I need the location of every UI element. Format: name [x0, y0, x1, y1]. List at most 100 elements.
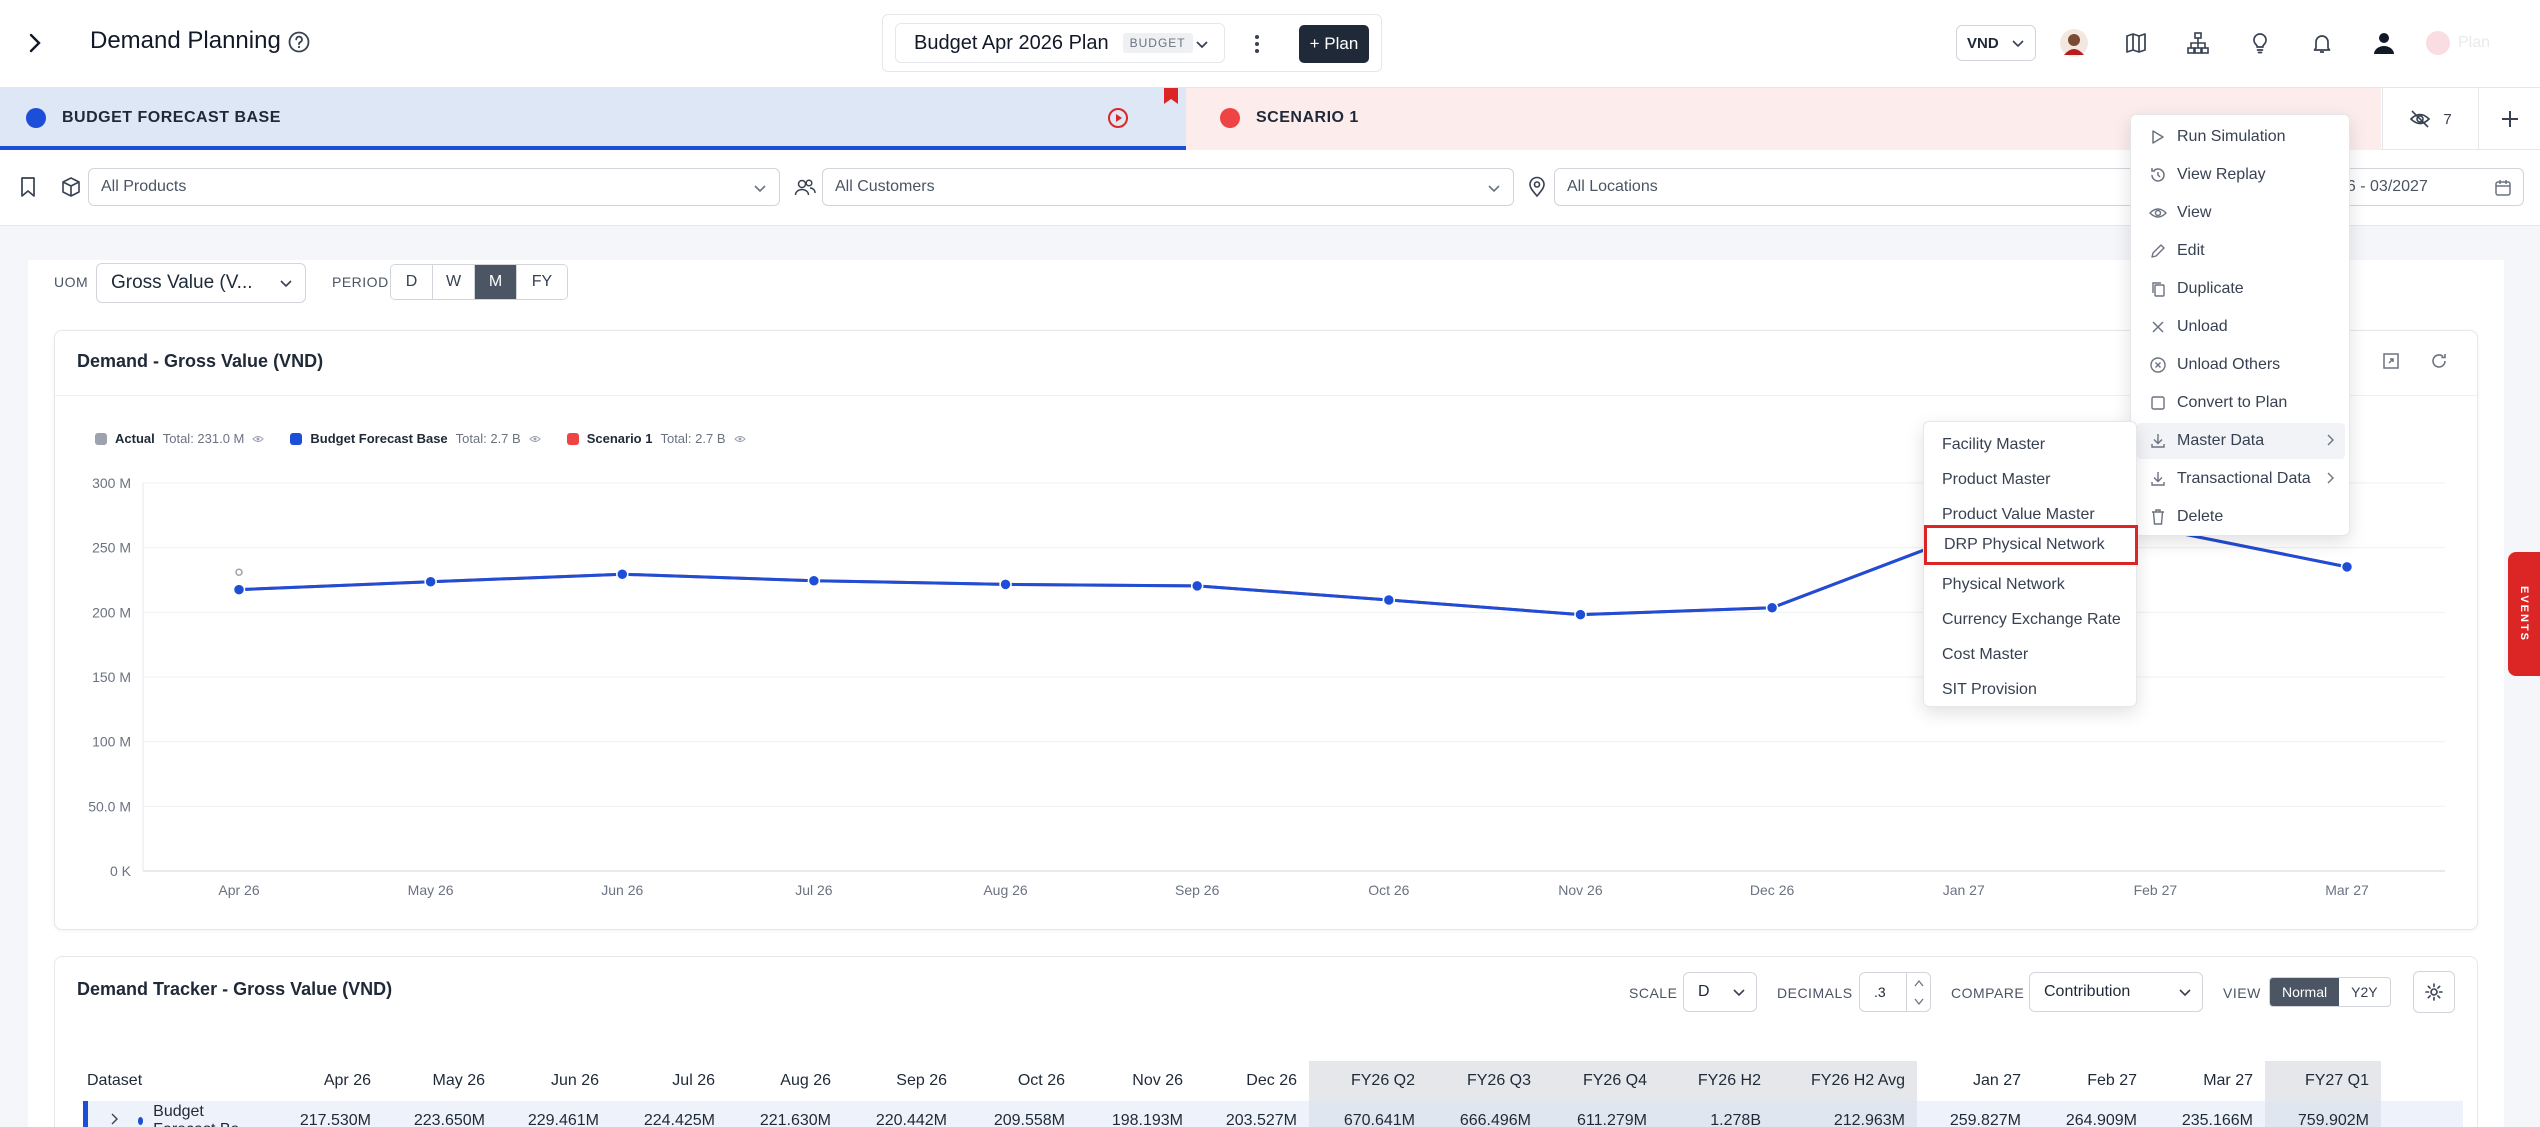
submenu-item-currency-exchange-rate[interactable]: Currency Exchange Rate — [1942, 611, 2121, 628]
y-tick-label: 250 M — [92, 540, 131, 556]
tab-budget-forecast-base[interactable]: BUDGET FORECAST BASE — [0, 88, 1186, 150]
legend-swatch — [95, 432, 107, 445]
x-tick-label: Aug 26 — [983, 882, 1028, 898]
menu-item-label: View Replay — [2177, 166, 2266, 183]
customers-filter[interactable]: All Customers — [822, 168, 1514, 206]
menu-item-view[interactable]: View — [2137, 195, 2345, 231]
app-header: Demand Planning Budget Apr 2026 Plan BUD… — [0, 0, 2540, 88]
submenu-item-product-value-master[interactable]: Product Value Master — [1942, 506, 2095, 523]
settings-gear-icon[interactable] — [2413, 971, 2455, 1013]
legend-item-actual[interactable]: Actual Total: 231.0 M — [95, 431, 265, 446]
add-scenario-plus-icon[interactable] — [2478, 88, 2540, 150]
table-cell: 220.442M — [875, 1112, 947, 1127]
expand-icon[interactable] — [2381, 351, 2403, 373]
table-cell: 259.827M — [1949, 1112, 2021, 1127]
decimals-label: DECIMALS — [1777, 985, 1853, 1001]
events-side-tab[interactable]: EVENTS — [2508, 552, 2540, 676]
network-icon[interactable] — [2182, 27, 2214, 59]
submenu-item-drp-physical-network[interactable]: DRP Physical Network — [1924, 525, 2138, 565]
period-option-m[interactable]: M — [475, 265, 517, 299]
plan-type-badge: BUDGET — [1122, 33, 1193, 53]
download-icon — [2149, 470, 2167, 488]
menu-item-duplicate[interactable]: Duplicate — [2137, 271, 2345, 307]
hidden-scenarios-button[interactable]: 7 — [2382, 88, 2478, 150]
menu-item-convert-to-plan[interactable]: Convert to Plan — [2137, 385, 2345, 421]
data-point — [616, 567, 629, 581]
plan-more-icon[interactable] — [1245, 30, 1269, 58]
table-cell: 203.527M — [1225, 1112, 1297, 1127]
view-option-y2y[interactable]: Y2Y — [2351, 984, 2378, 1000]
calendar-icon — [2493, 178, 2513, 203]
menu-item-unload-others[interactable]: Unload Others — [2137, 347, 2345, 383]
chevron-right-icon[interactable] — [110, 1112, 120, 1127]
menu-item-master-data[interactable]: Master Data — [2137, 423, 2345, 459]
chart-legend: Actual Total: 231.0 M Budget Forecast Ba… — [95, 431, 746, 446]
table-cell: Budget Forecast Ba... — [83, 1101, 253, 1127]
column-header: Nov 26 — [1132, 1072, 1183, 1089]
submenu-item-facility-master[interactable]: Facility Master — [1942, 436, 2046, 453]
scale-select[interactable]: D — [1683, 972, 1757, 1012]
decimals-stepper[interactable]: .3 — [1859, 972, 1931, 1012]
y-tick-label: 300 M — [92, 475, 131, 491]
hidden-count: 7 — [2443, 110, 2452, 128]
locations-filter[interactable]: All Locations — [1554, 168, 2154, 206]
legend-item-scenario-1[interactable]: Scenario 1 Total: 2.7 B — [566, 431, 746, 446]
chevron-down-icon — [1730, 983, 1748, 1006]
y-tick-label: 150 M — [92, 669, 131, 685]
help-icon[interactable] — [286, 29, 312, 55]
column-header: Dec 26 — [1246, 1072, 1297, 1089]
legend-total: Total: 2.7 B — [660, 431, 726, 446]
currency-value: VND — [1967, 34, 1999, 52]
products-filter[interactable]: All Products — [88, 168, 780, 206]
refresh-icon[interactable] — [2429, 351, 2451, 373]
legend-item-budget-forecast-base[interactable]: Budget Forecast Base Total: 2.7 B — [290, 431, 541, 446]
column-header: FY26 Q3 — [1427, 1061, 1543, 1101]
period-option-w[interactable]: W — [433, 265, 475, 299]
submenu-item-physical-network[interactable]: Physical Network — [1942, 576, 2065, 593]
menu-item-edit[interactable]: Edit — [2137, 233, 2345, 269]
locations-filter-value: All Locations — [1567, 178, 1658, 195]
x-tick-label: Mar 27 — [2325, 882, 2369, 898]
expand-sidebar-chevron-icon[interactable] — [18, 26, 52, 60]
plan-bar: Budget Apr 2026 Plan BUDGET + Plan — [882, 14, 1382, 72]
date-range-picker[interactable]: 26 - 03/2027 — [2320, 168, 2524, 206]
period-option-fy[interactable]: FY — [517, 265, 567, 299]
table-cell: 198.193M — [1111, 1112, 1183, 1127]
submenu-item-cost-master[interactable]: Cost Master — [1942, 646, 2029, 663]
period-option-d[interactable]: D — [391, 265, 433, 299]
bookmark-icon[interactable] — [18, 176, 40, 198]
data-point — [807, 574, 821, 587]
compare-select[interactable]: Contribution — [2029, 972, 2203, 1012]
uom-select[interactable]: Gross Value (V... — [96, 263, 306, 303]
data-point — [1190, 579, 1204, 593]
map-icon[interactable] — [2120, 27, 2152, 59]
menu-item-transactional-data[interactable]: Transactional Data — [2137, 461, 2345, 497]
x-tick-label: Sep 26 — [1175, 882, 1220, 898]
add-plan-button[interactable]: + Plan — [1299, 25, 1369, 63]
plan-select[interactable]: Budget Apr 2026 Plan BUDGET — [895, 23, 1225, 63]
stepper-arrows-icon[interactable] — [1906, 973, 1930, 1011]
menu-item-label: Duplicate — [2177, 280, 2244, 297]
demand-tracker-card: Demand Tracker - Gross Value (VND) SCALE… — [54, 956, 2478, 1127]
user-icon[interactable] — [2368, 27, 2400, 59]
submenu-item-product-master[interactable]: Product Master — [1942, 471, 2051, 488]
dataset-name: Budget Forecast Ba... — [153, 1103, 253, 1127]
column-header: Dataset — [87, 1072, 143, 1089]
avatar[interactable] — [2058, 27, 2090, 59]
lightbulb-icon[interactable] — [2244, 27, 2276, 59]
table-cell: 1.278B — [1659, 1101, 1773, 1127]
view-option-normal[interactable]: Normal — [2270, 978, 2340, 1006]
x-tick-label: Feb 27 — [2134, 882, 2178, 898]
table-cell: 235.166M — [2181, 1112, 2253, 1127]
bell-icon[interactable] — [2306, 27, 2338, 59]
menu-item-unload[interactable]: Unload — [2137, 309, 2345, 345]
play-circle-icon[interactable] — [1106, 106, 1130, 130]
menu-item-run-simulation[interactable]: Run Simulation — [2137, 119, 2345, 155]
submenu-item-sit-provision[interactable]: SIT Provision — [1942, 681, 2037, 698]
chart-title: Demand - Gross Value (VND) — [77, 351, 324, 371]
menu-item-view-replay[interactable]: View Replay — [2137, 157, 2345, 193]
table-cell: 223.650M — [413, 1112, 485, 1127]
currency-select[interactable]: VND — [1956, 25, 2036, 61]
compare-label: COMPARE — [1951, 985, 2025, 1001]
menu-item-delete[interactable]: Delete — [2137, 499, 2345, 535]
